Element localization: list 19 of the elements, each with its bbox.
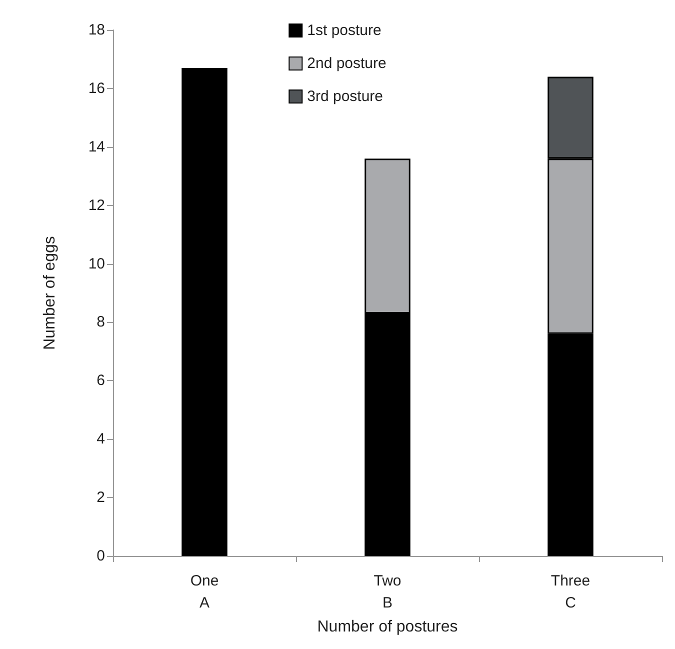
y-tick-label: 16 (88, 80, 105, 97)
legend-label: 2nd posture (307, 55, 386, 72)
y-tick-label: 12 (88, 196, 105, 214)
y-tick-label: 0 (96, 548, 105, 564)
x-tick-label: Three C (550, 572, 590, 612)
y-tick-label: 14 (88, 138, 105, 156)
y-tick-label: 8 (96, 314, 105, 331)
x-tick-label: Two B (374, 572, 402, 612)
y-tick-label: 18 (88, 22, 105, 38)
x-axis-title: Number of postures (317, 618, 458, 636)
legend-label: 3rd posture (307, 88, 384, 105)
y-axis-title: Number of eggs (42, 236, 58, 350)
y-tick-label: 2 (96, 489, 105, 506)
y-tick-label: 10 (88, 255, 105, 272)
bar (182, 68, 228, 556)
x-tick-label: One A (190, 572, 219, 612)
legend-label: 1st posture (307, 22, 382, 39)
y-tick-label: 6 (96, 372, 105, 390)
y-tick-label: 4 (96, 430, 105, 448)
